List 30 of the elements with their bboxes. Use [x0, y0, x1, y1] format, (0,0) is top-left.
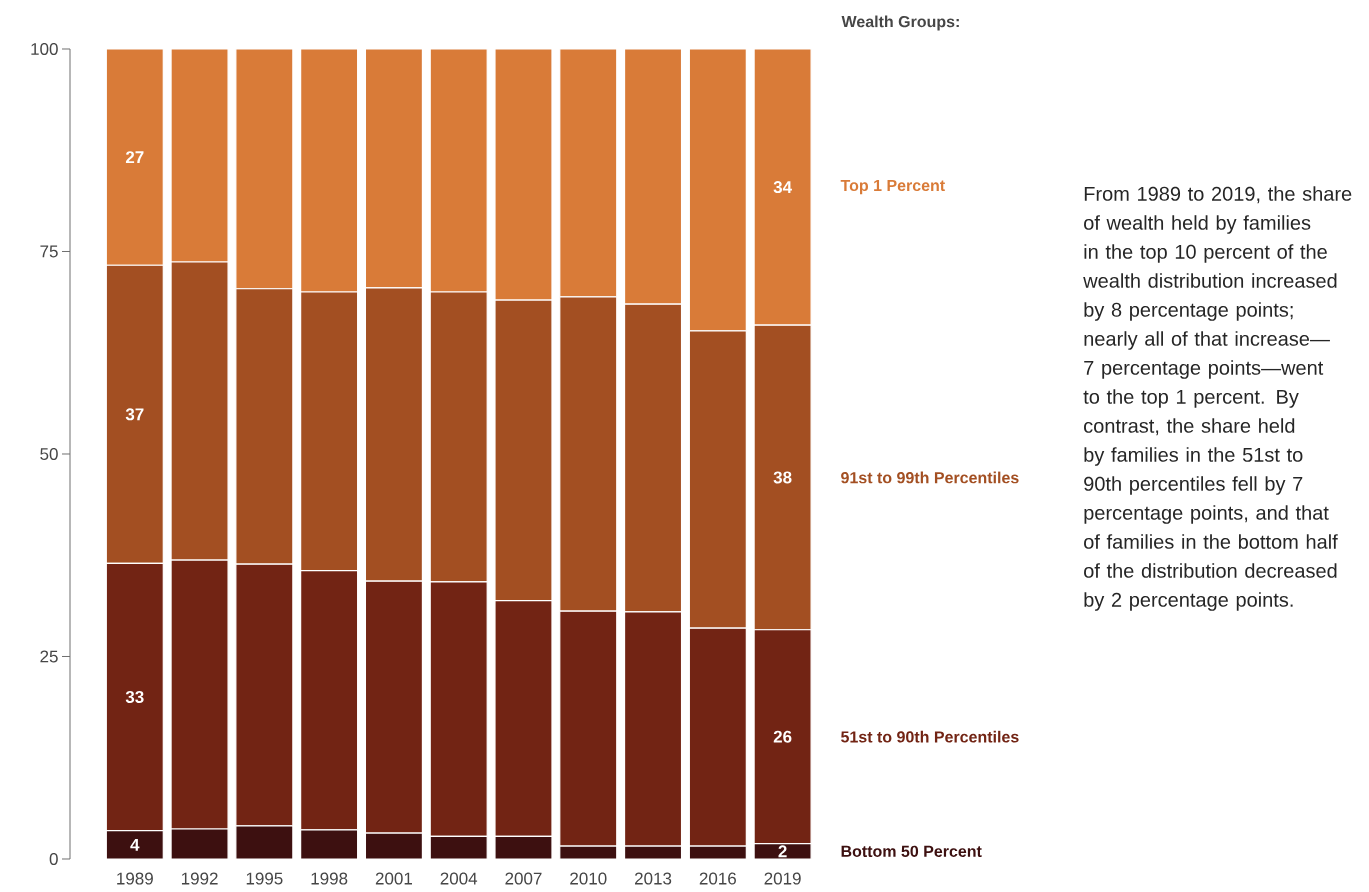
- series-label: Top 1 Percent: [840, 179, 945, 195]
- data-label: 37: [125, 408, 144, 421]
- data-label: 26: [773, 730, 792, 743]
- x-tick-label: 1995: [246, 872, 283, 885]
- x-tick-label: 2019: [764, 872, 801, 885]
- series-label: Bottom 50 Percent: [841, 845, 982, 857]
- data-label: 2: [778, 845, 787, 858]
- series-label: 51st to 90th Percentiles: [841, 730, 1019, 743]
- y-tick-label: 25: [40, 650, 58, 663]
- x-tick-label: 2010: [570, 872, 607, 885]
- data-label: 33: [125, 690, 144, 704]
- x-tick-label: 1989: [117, 872, 153, 885]
- y-tick-label: 75: [40, 245, 58, 258]
- data-label: 34: [773, 181, 792, 194]
- data-label: 4: [130, 838, 140, 851]
- text: From 1989 to 2019, the share of wealth held by families in the top 10 percent of the wealth distribution increased by 8 percentage points; nearly all of that increase—7 percentage points—went to the top 1 percent. By contrast, the share held by families in the 51st to 90th percentiles fell by 7 percentage points, and that of families in the bottom half of the distribution decreased by 2 percentage points.: [1083, 186, 1352, 611]
- x-tick-label: 1992: [181, 872, 218, 885]
- x-tick-label: 1998: [311, 872, 348, 885]
- legend-title: Wealth Groups:: [841, 15, 959, 31]
- data-label: 38: [773, 471, 792, 484]
- x-tick-label: 2013: [635, 872, 672, 885]
- data-label: 27: [125, 151, 144, 164]
- x-tick-label: 2016: [699, 872, 736, 885]
- y-tick-label: 100: [31, 42, 58, 56]
- x-tick-label: 2001: [375, 872, 412, 885]
- y-tick-label: 50: [40, 447, 58, 461]
- series-label: 91st to 99th Percentiles: [841, 471, 1019, 484]
- x-tick-label: 2007: [505, 872, 542, 885]
- x-tick-label: 2004: [440, 872, 478, 885]
- y-tick-label: 0: [49, 852, 58, 866]
